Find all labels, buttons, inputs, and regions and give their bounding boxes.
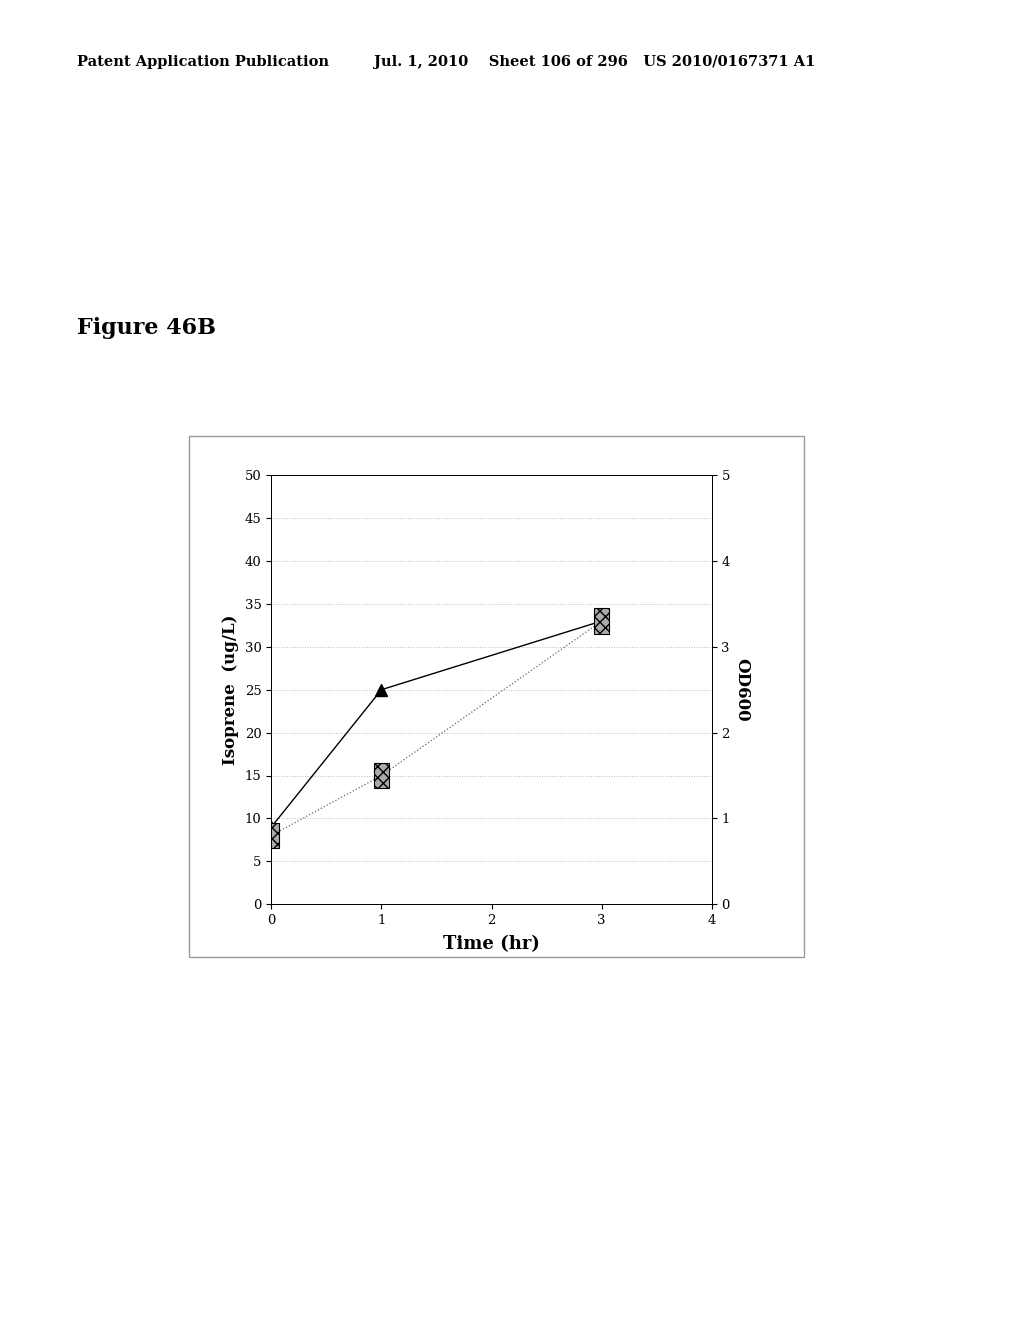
Y-axis label: Isoprene  (ug/L): Isoprene (ug/L) <box>222 614 240 766</box>
Bar <box>263 822 280 849</box>
Text: Figure 46B: Figure 46B <box>77 317 216 339</box>
Y-axis label: OD600: OD600 <box>734 657 751 722</box>
Bar <box>594 609 609 634</box>
Bar <box>374 763 389 788</box>
X-axis label: Time (hr): Time (hr) <box>443 936 540 953</box>
Text: Patent Application Publication: Patent Application Publication <box>77 55 329 70</box>
Text: Jul. 1, 2010    Sheet 106 of 296   US 2010/0167371 A1: Jul. 1, 2010 Sheet 106 of 296 US 2010/01… <box>374 55 815 70</box>
